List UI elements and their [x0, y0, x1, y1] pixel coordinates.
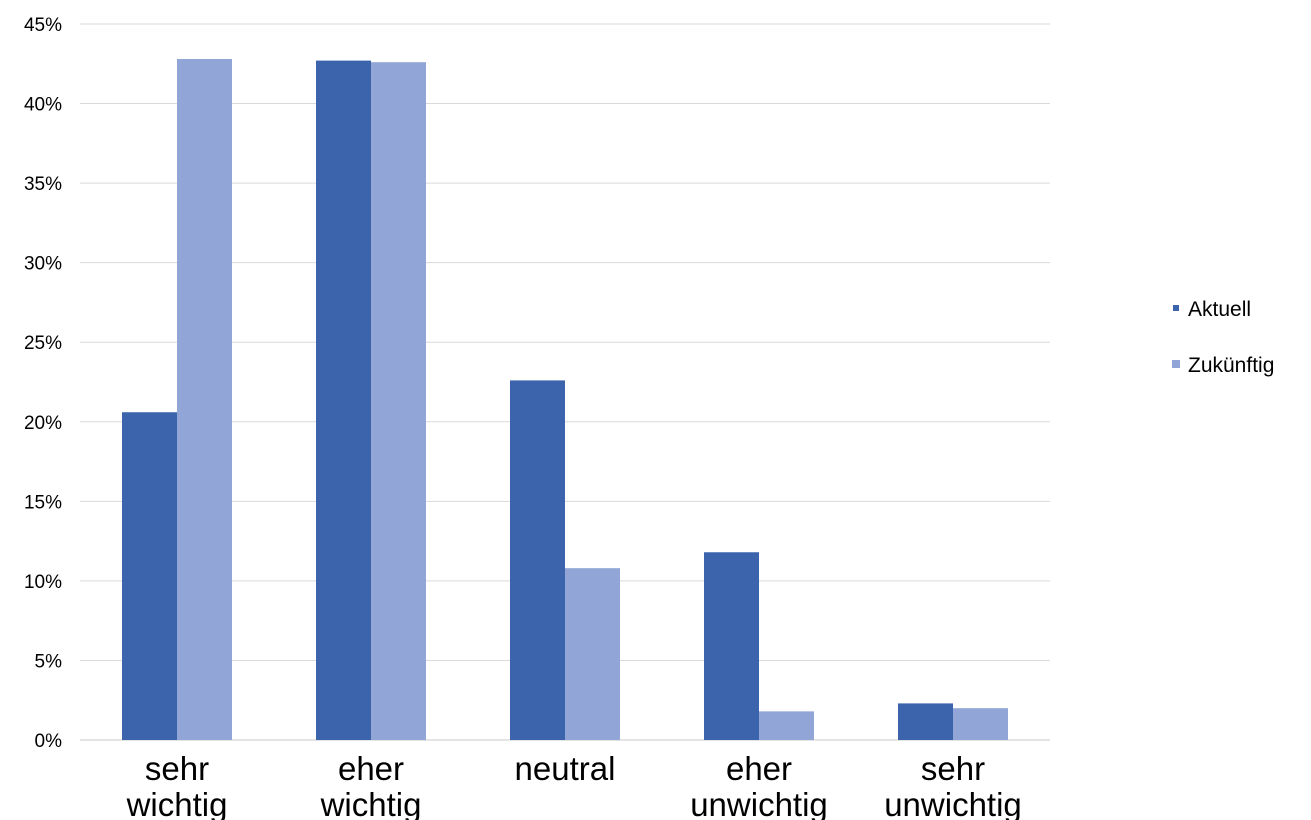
y-tick-label: 0% [35, 731, 63, 752]
x-tick-label: eher wichtig [320, 750, 422, 820]
legend-label: Zukünftig [1188, 354, 1274, 377]
bar-aktuell [510, 380, 565, 740]
x-tick-label: sehr unwichtig [884, 750, 1022, 820]
y-tick-label: 20% [24, 413, 62, 434]
bar-zuknftig [953, 708, 1008, 740]
bar-zuknftig [759, 711, 814, 740]
legend-swatch [1173, 305, 1179, 311]
legend-label: Aktuell [1188, 298, 1251, 321]
y-tick-label: 25% [24, 333, 62, 354]
x-axis-ticks: sehr wichtig eher wichtig neutral eher unwicht… [126, 750, 1022, 820]
y-axis-ticks: 0% 5% 10% 15% 20% 25% 30% 35% 40% 45% [24, 15, 62, 752]
y-tick-label: 45% [24, 15, 62, 36]
bar-zuknftig [371, 62, 426, 741]
y-tick-label: 5% [35, 651, 63, 672]
bars [122, 59, 1008, 741]
bar-aktuell [122, 412, 177, 740]
y-tick-label: 15% [24, 492, 62, 513]
bar-zuknftig [177, 59, 232, 740]
bar-aktuell [316, 60, 371, 740]
y-tick-label: 40% [24, 95, 62, 116]
y-tick-label: 10% [24, 572, 62, 593]
bar-aktuell [704, 552, 759, 740]
x-tick-label: sehr wichtig [126, 750, 228, 820]
y-tick-label: 30% [24, 254, 62, 275]
bar-aktuell [898, 703, 953, 740]
bar-zuknftig [565, 568, 620, 740]
y-tick-label: 35% [24, 174, 62, 195]
legend: Aktuell Zukünftig [1172, 298, 1274, 377]
x-tick-label: eher unwichtig [690, 750, 828, 820]
x-tick-label: neutral [515, 750, 616, 787]
legend-swatch [1172, 360, 1180, 368]
